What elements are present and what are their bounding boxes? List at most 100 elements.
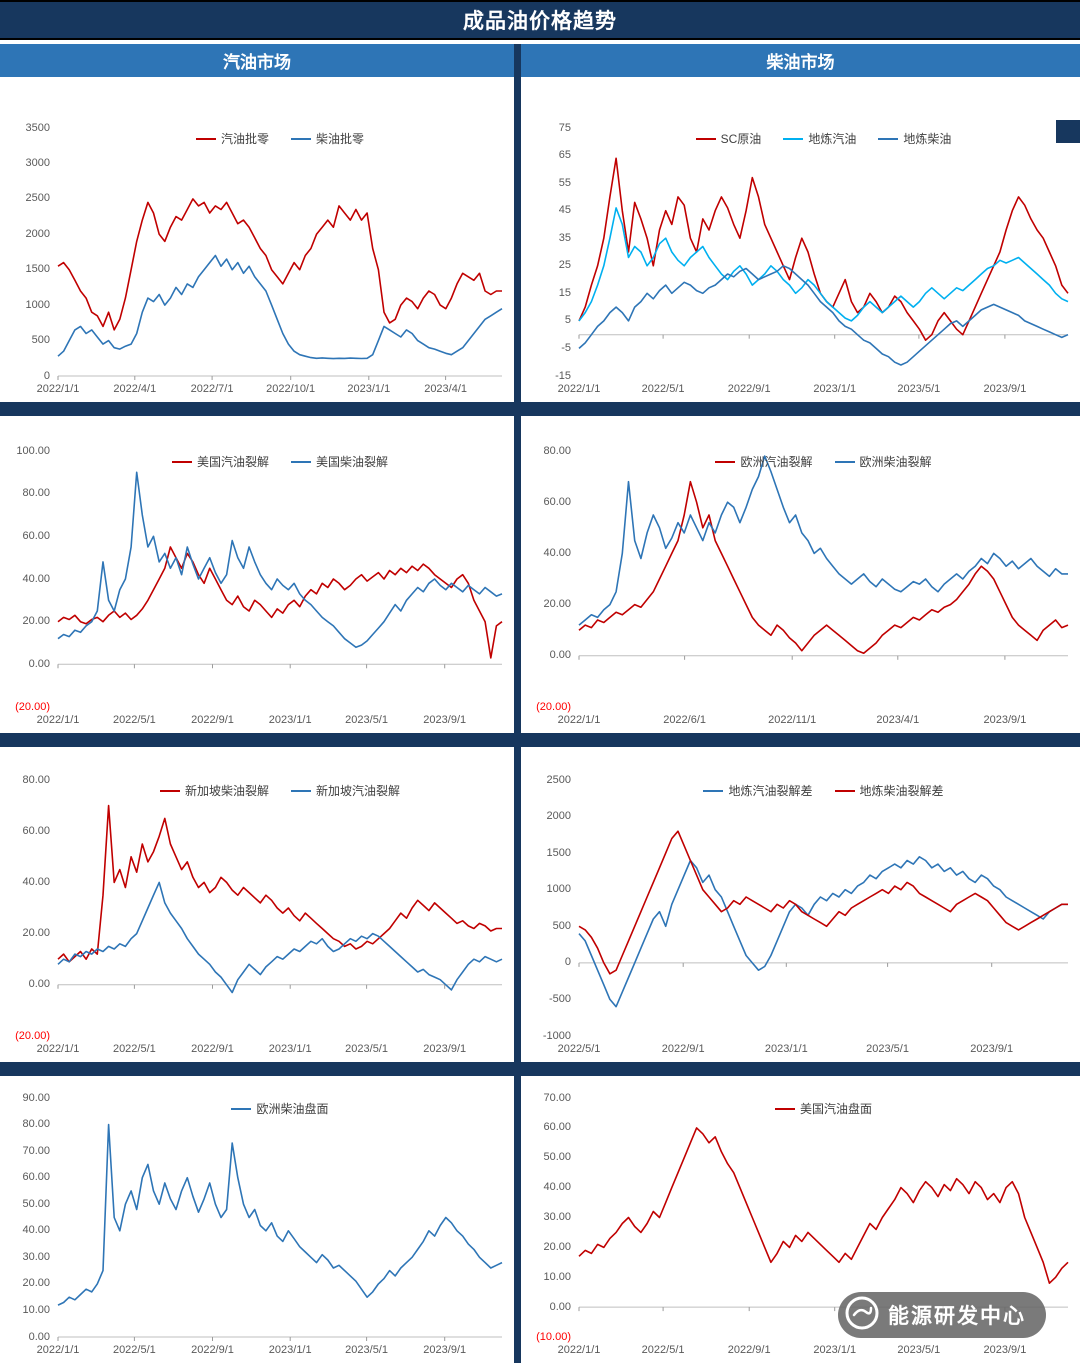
y-tick-label: 80.00: [22, 487, 50, 500]
series-line: [57, 198, 502, 331]
x-tick-label: 2022/1/1: [557, 383, 601, 395]
x-tick-label: 2022/1/1: [36, 383, 80, 395]
x-tick-label: 2023/1/1: [268, 714, 312, 726]
y-tick-label: 20.00: [543, 1240, 571, 1253]
y-tick-label: (20.00): [15, 700, 50, 713]
page-title: 成品油价格趋势: [0, 0, 1080, 40]
x-tick-label: 2023/4/1: [876, 714, 920, 726]
y-tick-label: 5: [564, 314, 571, 327]
y-tick-label: 2500: [546, 773, 571, 786]
column-divider-line: [514, 44, 521, 1363]
chart-row-1: 3500 3000 2500 2000 1500 1000 500 0 2022/1/1 2022…: [0, 120, 1080, 402]
x-tick-label: 2023/9/1: [983, 714, 1027, 726]
x-tick-label: 2023/1/1: [764, 1043, 808, 1055]
y-tick-label: 0: [43, 369, 50, 382]
series-line: [578, 265, 1069, 366]
y-tick-label: 30.00: [543, 1211, 571, 1223]
column-header-diesel-market: 柴油市场: [521, 44, 1080, 77]
chart-canvas: [578, 830, 1068, 1008]
x-tick-label: 2022/5/1: [112, 1043, 156, 1055]
x-tick-label: 2023/5/1: [897, 383, 941, 395]
y-tick-label: 10.00: [543, 1270, 571, 1283]
y-tick-label: 55: [558, 176, 571, 189]
y-tick-label: 90.00: [22, 1091, 50, 1104]
watermark-badge: 能源研发中心: [838, 1292, 1046, 1338]
logo-circle-icon: [845, 1296, 879, 1329]
x-tick-label: 2023/9/1: [983, 1344, 1027, 1356]
x-tick-label: 2023/9/1: [983, 383, 1027, 395]
y-tick-label: 0.00: [28, 657, 50, 670]
x-tick-label: 2022/9/1: [661, 1043, 705, 1055]
chart-gasoline-diesel-wholesale-retail: 3500 3000 2500 2000 1500 1000 500 0 2022/1/1 2022…: [0, 120, 514, 402]
y-tick-label: 50.00: [22, 1197, 50, 1210]
x-tick-label: 2023/9/1: [970, 1043, 1014, 1055]
y-tick-label: 80.00: [22, 1118, 50, 1131]
chart-row-3: 80.00 60.00 40.00 20.00 0.00 (20.00) 2022/1/1 2…: [0, 772, 1080, 1062]
x-tick-label: 2022/9/1: [727, 1344, 771, 1356]
x-tick-label: 2022/5/1: [641, 1344, 685, 1356]
y-tick-label: 0: [564, 956, 571, 969]
x-tick-label: 2022/11/1: [768, 714, 817, 726]
chart-canvas: [57, 471, 503, 669]
series-line: [57, 804, 502, 963]
y-tick-label: 35: [558, 231, 571, 244]
x-tick-label: 2022/9/1: [191, 1043, 234, 1055]
row-separator-2: [0, 733, 1080, 747]
chart-us-gasoline-futures: 70.00 60.00 50.00 40.00 30.00 20.00 10.00 0.00 (…: [521, 1090, 1080, 1363]
series-line: [578, 480, 1069, 654]
y-tick-label: 0.00: [549, 1300, 571, 1313]
series-line: [578, 856, 1068, 1008]
y-tick-label: (20.00): [15, 1029, 50, 1042]
y-tick-label: 40.00: [543, 546, 571, 559]
chart-europe-crack-spreads: 80.00 60.00 40.00 20.00 0.00 (20.00) 2022/1/1 2…: [521, 443, 1080, 733]
y-tick-label: 65: [558, 149, 571, 162]
x-tick-label: 2023/1/1: [813, 383, 857, 395]
chart-canvas: [578, 157, 1069, 366]
chart-canvas: [578, 455, 1069, 660]
y-tick-label: 1000: [546, 883, 571, 896]
y-tick-label: -5: [561, 341, 571, 354]
y-tick-label: -1000: [542, 1029, 571, 1042]
x-tick-label: 2022/1/1: [36, 1344, 80, 1356]
x-tick-label: 2023/5/1: [345, 714, 388, 726]
x-tick-label: 2022/5/1: [112, 1344, 156, 1356]
x-tick-label: 2023/1/1: [813, 1344, 857, 1356]
x-tick-label: 2022/5/1: [112, 714, 156, 726]
y-tick-label: 70.00: [22, 1144, 50, 1157]
y-tick-label: 60.00: [22, 824, 50, 837]
series-line: [57, 546, 503, 659]
column-header-gasoline-market: 汽油市场: [0, 44, 514, 77]
series-line: [578, 157, 1069, 341]
series-line: [578, 1127, 1069, 1284]
chart-canvas: [57, 1123, 503, 1341]
y-tick-label: 1000: [25, 298, 50, 311]
x-tick-label: 2023/5/1: [866, 1043, 909, 1055]
y-tick-label: 40.00: [22, 572, 50, 585]
y-tick-label: 50.00: [543, 1151, 571, 1164]
y-tick-label: 3000: [25, 156, 50, 169]
y-tick-label: 500: [552, 919, 571, 932]
y-tick-label: 75: [558, 121, 571, 134]
x-tick-label: 2022/1/1: [557, 1344, 601, 1356]
y-tick-label: 0.00: [549, 649, 571, 662]
x-tick-label: 2022/9/1: [727, 383, 771, 395]
y-tick-label: 45: [558, 204, 571, 217]
chart-europe-diesel-futures: 90.00 80.00 70.00 60.00 50.00 40.00 30.00 20.00…: [0, 1090, 514, 1363]
x-tick-label: 2023/1/1: [268, 1043, 312, 1055]
corner-block: [1056, 120, 1080, 143]
row-separator-3: [0, 1062, 1080, 1076]
y-tick-label: 1500: [25, 263, 50, 276]
y-tick-label: 60.00: [22, 529, 50, 542]
column-headers: 汽油市场 柴油市场: [0, 44, 1080, 77]
chart-sc-crude-refinery-prices: 75 65 55 45 35 25 15 5 -5 -15 2022/1/1 2022/5/1 2022…: [521, 120, 1080, 402]
y-tick-label: 60.00: [22, 1171, 50, 1184]
y-tick-label: 3500: [25, 121, 50, 134]
x-tick-label: 2023/1/1: [268, 1344, 312, 1356]
x-tick-label: 2023/9/1: [423, 714, 467, 726]
y-tick-label: -500: [548, 992, 571, 1005]
x-tick-label: 2023/4/1: [424, 383, 468, 395]
y-tick-label: 80.00: [543, 444, 571, 457]
y-tick-label: 20.00: [22, 615, 50, 628]
x-tick-label: 2022/1/1: [36, 1043, 80, 1055]
